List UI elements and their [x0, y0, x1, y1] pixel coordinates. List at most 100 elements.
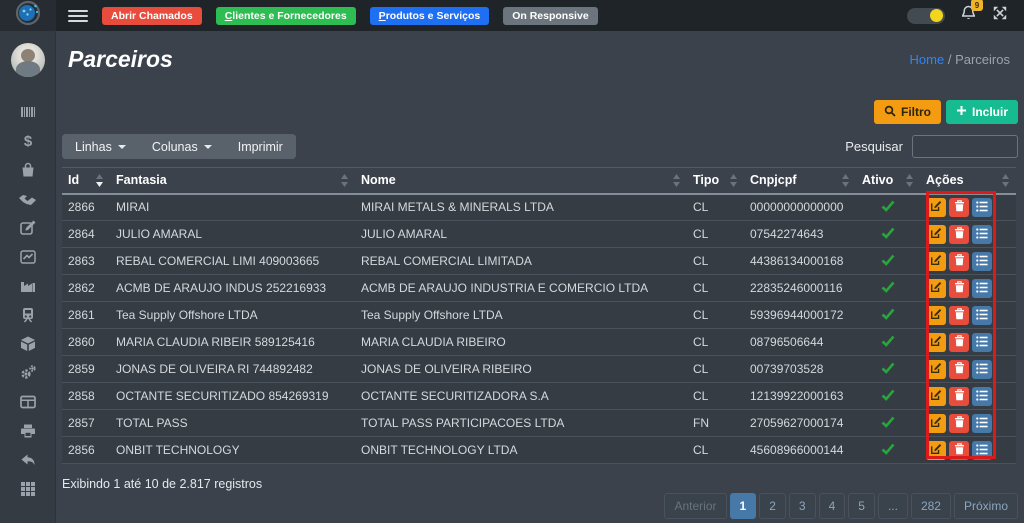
pagination-page-button[interactable]: 5	[848, 493, 875, 519]
pagination-page-button[interactable]: 4	[818, 493, 846, 519]
cell-tipo: CL	[687, 220, 744, 248]
cell-ativo	[856, 193, 920, 221]
edit-row-button[interactable]	[926, 197, 946, 217]
delete-row-button[interactable]	[949, 251, 969, 271]
search-label: Pesquisar	[845, 139, 903, 154]
nav-button-abrir-chamados[interactable]: Abrir Chamados	[102, 6, 202, 25]
list-icon	[976, 389, 988, 404]
edit-row-button[interactable]	[926, 359, 946, 379]
delete-row-button[interactable]	[949, 224, 969, 244]
pagination-page-button[interactable]: 282	[910, 493, 951, 519]
column-header-acoes[interactable]: Ações	[920, 167, 1016, 195]
pagination-prev-button[interactable]: Anterior	[664, 493, 727, 519]
chart-line-icon[interactable]	[19, 248, 37, 266]
pagination-page-button[interactable]: 2	[759, 493, 786, 519]
cell-nome: JONAS DE OLIVEIRA RIBEIRO	[355, 355, 687, 383]
cogs-icon[interactable]	[19, 364, 37, 382]
cell-fantasia: JULIO AMARAL	[110, 220, 355, 248]
partners-table: Id Fantasia Nome Tipo Cnpjcpf Ativo Açõe…	[62, 167, 1016, 464]
print-button[interactable]: Imprimir	[224, 134, 296, 159]
cell-cnpjcpf: 00739703528	[744, 355, 856, 383]
handshake-icon[interactable]	[18, 190, 38, 208]
delete-row-button[interactable]	[949, 332, 969, 352]
chevron-down-icon	[203, 144, 212, 149]
cell-ativo	[856, 301, 920, 329]
column-header-nome[interactable]: Nome	[355, 167, 687, 195]
edit-row-button[interactable]	[926, 224, 946, 244]
delete-row-button[interactable]	[949, 359, 969, 379]
filter-button[interactable]: Filtro	[873, 100, 941, 124]
cell-id: 2858	[62, 382, 110, 410]
column-header-id[interactable]: Id	[62, 167, 110, 195]
details-row-button[interactable]	[972, 224, 992, 244]
edit-icon	[930, 254, 942, 269]
expand-icon[interactable]	[992, 5, 1008, 26]
details-row-button[interactable]	[972, 197, 992, 217]
reply-icon[interactable]	[19, 451, 37, 469]
details-row-button[interactable]	[972, 413, 992, 433]
plus-icon	[956, 105, 967, 119]
table-row: 2862 ACMB DE ARAUJO INDUS 252216933 ACMB D…	[62, 274, 1016, 302]
edit-row-button[interactable]	[926, 305, 946, 325]
cell-id: 2863	[62, 247, 110, 275]
nav-button-clientes-fornecedores[interactable]: Clientes e Fornecedores	[215, 6, 356, 25]
trash-icon	[954, 280, 965, 296]
cell-cnpjcpf: 08796506644	[744, 328, 856, 356]
edit-row-button[interactable]	[926, 440, 946, 460]
columns-dropdown-button[interactable]: Colunas	[138, 134, 225, 159]
cell-nome: Tea Supply Offshore LTDA	[355, 301, 687, 329]
table-icon[interactable]	[19, 393, 37, 411]
details-row-button[interactable]	[972, 278, 992, 298]
pagination-page-button[interactable]: 3	[788, 493, 816, 519]
column-header-fantasia[interactable]: Fantasia	[110, 167, 355, 195]
delete-row-button[interactable]	[949, 386, 969, 406]
details-row-button[interactable]	[972, 332, 992, 352]
cell-tipo: CL	[687, 193, 744, 221]
nav-button-produtos-servicos[interactable]: Produtos e Serviços	[369, 6, 490, 25]
hamburger-menu-icon[interactable]	[68, 9, 88, 22]
check-icon	[881, 308, 895, 323]
edit-row-button[interactable]	[926, 386, 946, 406]
box-icon[interactable]	[19, 335, 37, 353]
column-header-ativo[interactable]: Ativo	[856, 167, 920, 195]
user-avatar[interactable]	[10, 43, 45, 77]
details-row-button[interactable]	[972, 386, 992, 406]
add-button[interactable]: Incluir	[945, 100, 1018, 124]
barcode-icon[interactable]	[19, 103, 37, 121]
industry-icon[interactable]	[19, 277, 37, 295]
th-grid-icon[interactable]	[19, 480, 37, 498]
theme-toggle[interactable]	[907, 7, 945, 24]
dollar-sign-icon[interactable]: $	[19, 132, 37, 150]
details-row-button[interactable]	[972, 305, 992, 325]
details-row-button[interactable]	[972, 251, 992, 271]
pagination-page-button[interactable]: ...	[877, 493, 908, 519]
breadcrumb-separator: /	[947, 52, 952, 67]
delete-row-button[interactable]	[949, 440, 969, 460]
details-row-button[interactable]	[972, 359, 992, 379]
column-header-cnpjcpf[interactable]: Cnpjcpf	[744, 167, 856, 195]
edit-row-button[interactable]	[926, 278, 946, 298]
notifications-button[interactable]: 9	[961, 0, 983, 26]
train-icon[interactable]	[19, 306, 37, 324]
edit-icon[interactable]	[19, 219, 37, 237]
edit-row-button[interactable]	[926, 332, 946, 352]
column-header-tipo[interactable]: Tipo	[687, 167, 744, 195]
rows-dropdown-button[interactable]: Linhas	[62, 134, 139, 159]
delete-row-button[interactable]	[949, 278, 969, 298]
delete-row-button[interactable]	[949, 413, 969, 433]
edit-row-button[interactable]	[926, 251, 946, 271]
edit-row-button[interactable]	[926, 413, 946, 433]
breadcrumb-home-link[interactable]: Home	[909, 52, 945, 67]
shopping-bag-icon[interactable]	[19, 161, 37, 179]
cell-ativo	[856, 247, 920, 275]
search-input[interactable]	[912, 135, 1018, 158]
delete-row-button[interactable]	[949, 197, 969, 217]
pagination-page-button[interactable]: 1	[729, 493, 757, 519]
details-row-button[interactable]	[972, 440, 992, 460]
app-logo[interactable]	[0, 0, 56, 31]
pagination-next-button[interactable]: Próximo	[953, 493, 1018, 519]
nav-button-on-responsive[interactable]: On Responsive	[503, 6, 598, 25]
delete-row-button[interactable]	[949, 305, 969, 325]
printer-icon[interactable]	[19, 422, 37, 440]
sidebar: $	[0, 31, 56, 523]
